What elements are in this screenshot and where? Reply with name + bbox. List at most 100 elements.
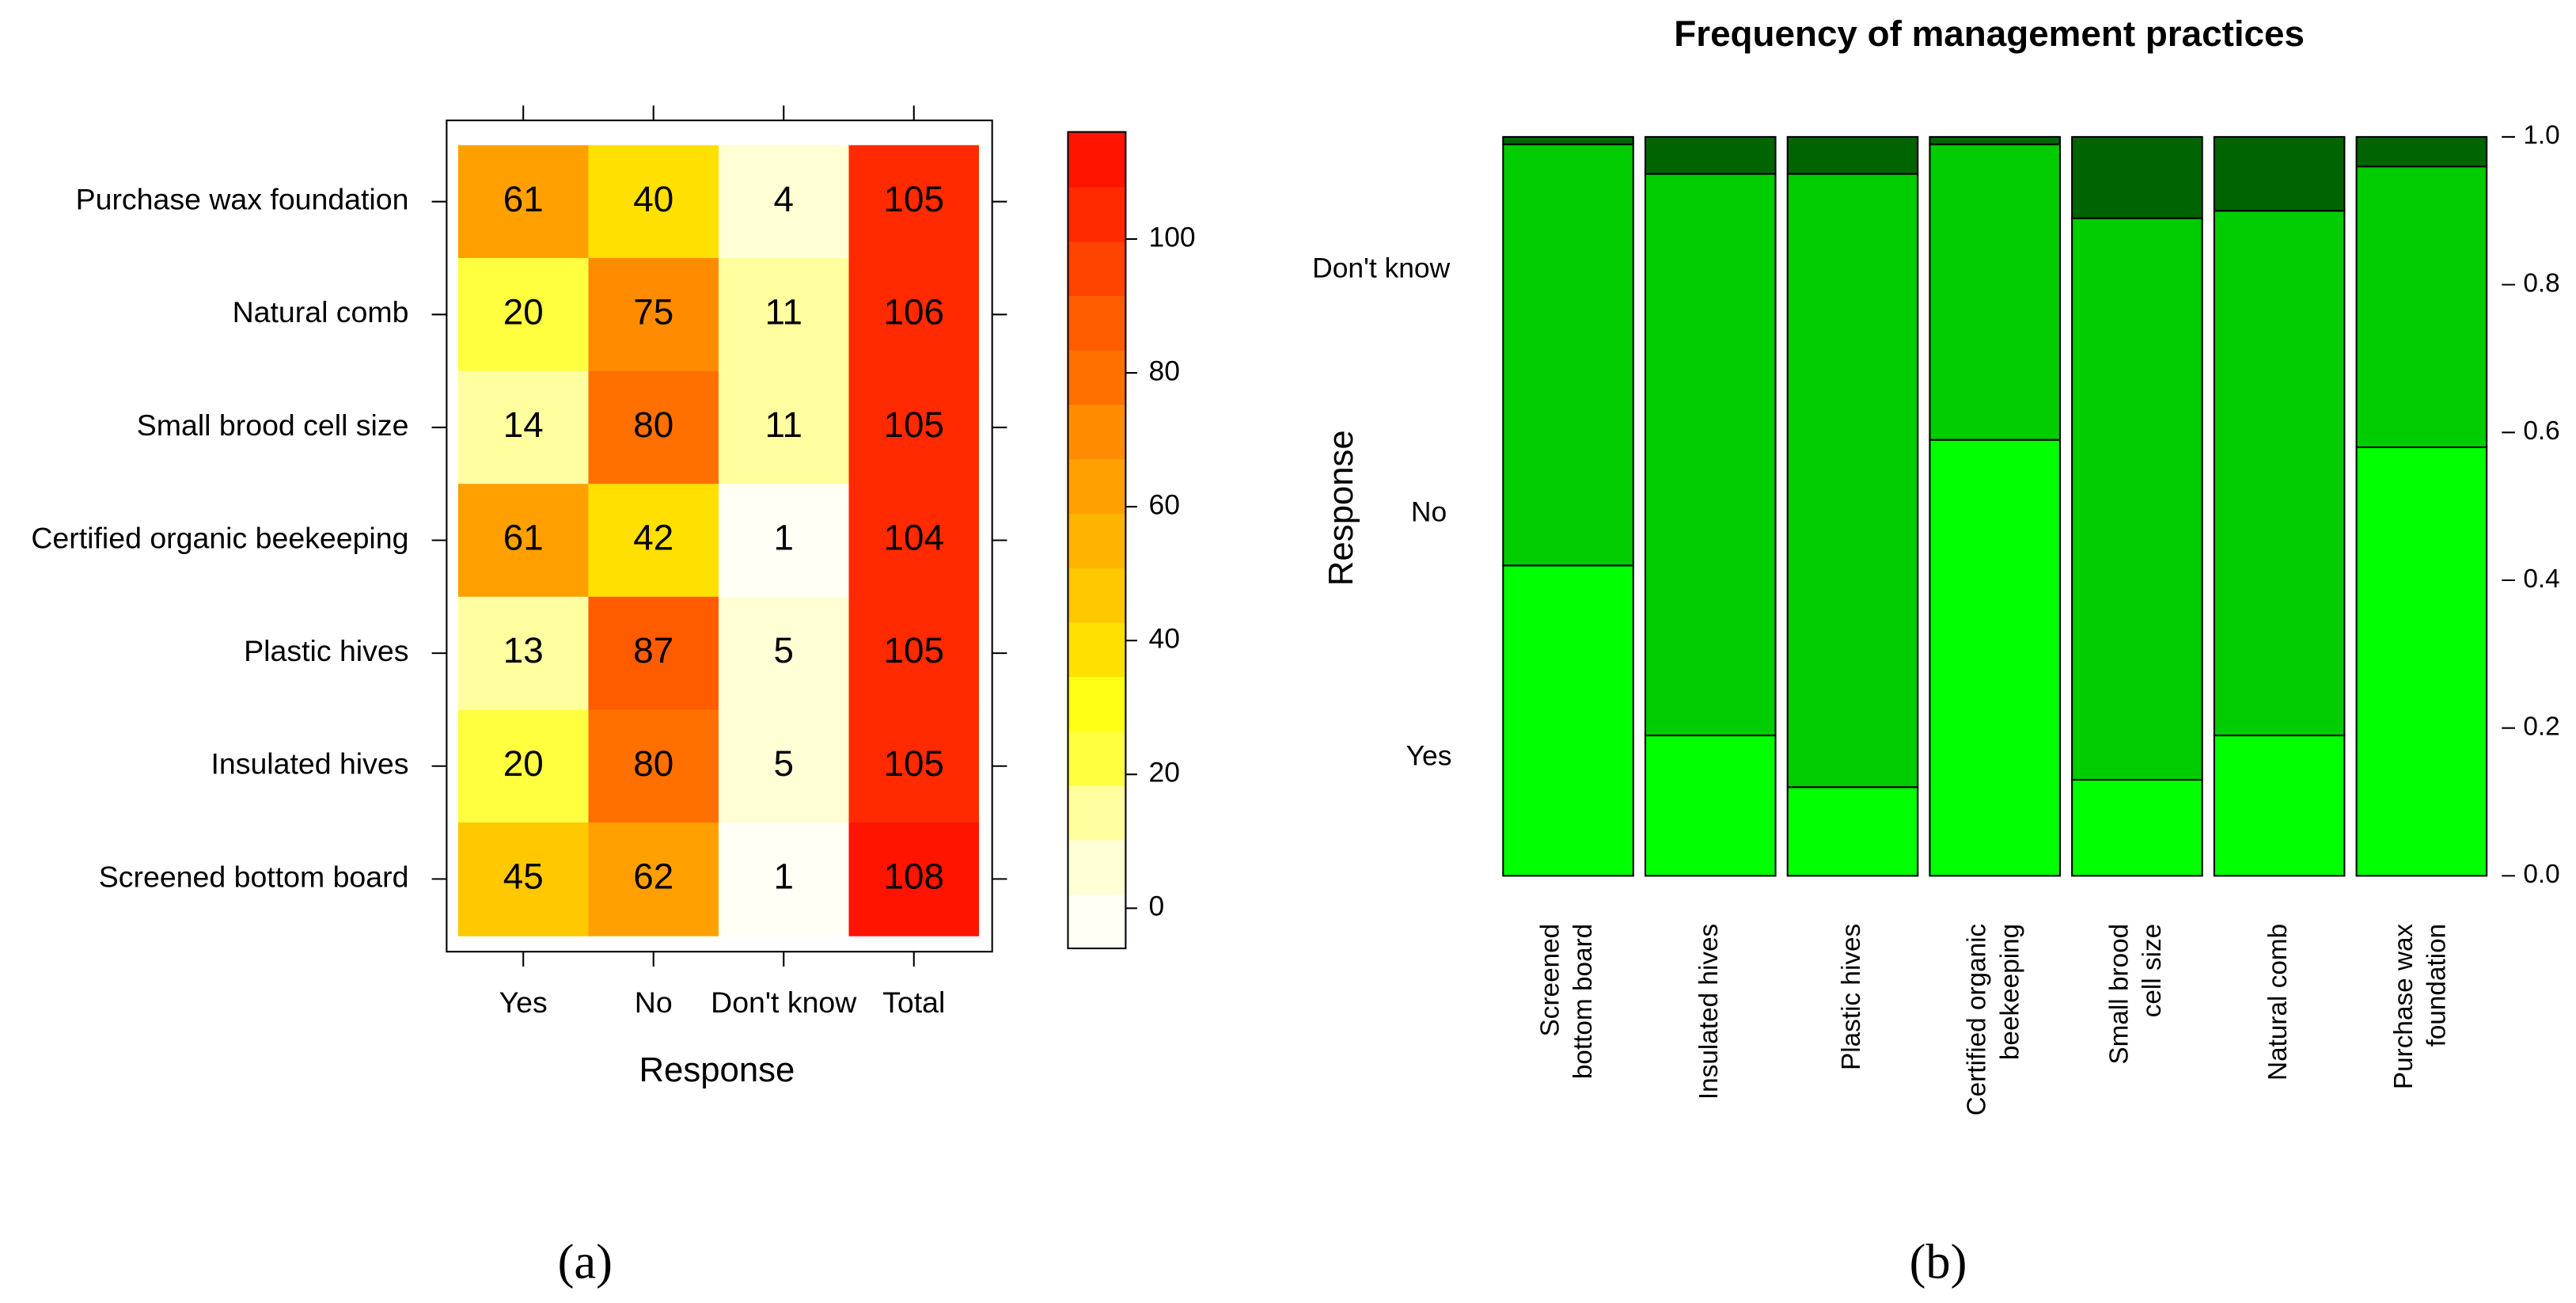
cell-label: 14 (503, 405, 544, 445)
panel-border (446, 120, 993, 953)
x-axis-title: Response (639, 1050, 795, 1089)
x-tick-label: Purchase wax (2389, 923, 2419, 1089)
cell (848, 484, 980, 598)
cell-label: 20 (503, 291, 544, 332)
bar-segment (2071, 778, 2203, 877)
cell-label: 105 (884, 179, 944, 219)
cell-label: 61 (503, 518, 544, 558)
cell-label: 5 (774, 630, 794, 670)
cell-label: 106 (884, 291, 944, 332)
colorbar-band (1068, 512, 1126, 568)
colorbar-tick-label: 60 (1149, 488, 1180, 520)
row-label: Plastic hives (244, 634, 408, 667)
colorbar-band (1068, 731, 1126, 786)
bar-segment (1786, 135, 1919, 175)
x-tick-label: beekeeping (1995, 924, 2024, 1060)
bar-segment (2213, 210, 2346, 737)
legend-label: No (1411, 496, 1447, 527)
x-tick-label: Insulated hives (1694, 924, 1724, 1100)
colorbar-band (1068, 349, 1126, 405)
colorbar-band (1068, 458, 1126, 515)
column-label: Don't know (711, 986, 857, 1019)
cell-label: 80 (633, 405, 673, 445)
row-label: Small brood cell size (137, 408, 409, 442)
cell-label: 80 (633, 743, 673, 784)
y-tick-label: 0.0 (2523, 860, 2559, 889)
cell (848, 709, 980, 824)
x-tick-label: cell size (2138, 924, 2167, 1018)
cell (848, 257, 980, 372)
cell-label: 108 (884, 856, 944, 896)
cell (718, 370, 849, 485)
bar-segment (2071, 217, 2203, 781)
y-tick-label: 0.2 (2523, 712, 2559, 741)
colorbar-tick-label: 80 (1149, 355, 1180, 386)
bar-segment (1929, 135, 2062, 146)
bar-segment (2355, 135, 2488, 168)
colorbar-band (1068, 186, 1126, 242)
cell (848, 596, 980, 711)
row-label: Certified organic beekeeping (31, 521, 408, 554)
row-label: Screened bottom board (99, 860, 409, 893)
cell (588, 709, 719, 824)
cell-label: 11 (764, 291, 802, 332)
colorbar-tick-label: 0 (1149, 891, 1165, 922)
bar-segment (1644, 734, 1777, 877)
column-label: Total (882, 986, 945, 1019)
bar-segment (2213, 734, 2346, 877)
cell (718, 257, 849, 372)
y-tick-label: 0.4 (2523, 564, 2559, 594)
x-tick-label: foundation (2422, 924, 2451, 1047)
bar-segment (1786, 173, 1919, 788)
bar-segment (1786, 786, 1919, 877)
y-tick-label: 0.6 (2523, 416, 2559, 446)
bar-segment (1644, 135, 1777, 175)
cell-label: 1 (774, 856, 794, 896)
colorbar-band (1068, 784, 1126, 841)
row-label: Insulated hives (211, 747, 408, 781)
cell (457, 822, 589, 936)
colorbar-band (1068, 839, 1126, 895)
x-tick-label: Screened (1536, 924, 1565, 1037)
cell-label: 11 (764, 405, 802, 445)
cell-label: 45 (503, 856, 544, 896)
cell (457, 257, 589, 372)
cell-label: 1 (774, 518, 794, 558)
legend-label: Yes (1406, 739, 1452, 771)
cell-label: 40 (633, 179, 673, 219)
y-tick-label: 1.0 (2523, 121, 2559, 150)
cell (457, 145, 589, 260)
cell-label: 62 (633, 856, 673, 896)
cell (588, 596, 719, 711)
bar-segment (2355, 165, 2488, 449)
bar-segment (1644, 173, 1777, 737)
cell-label: 75 (633, 291, 673, 332)
cell (718, 596, 849, 711)
bar-segment (1502, 564, 1634, 877)
column-label: No (635, 986, 673, 1019)
cell (718, 822, 849, 936)
chart-title: Frequency of management practices (1674, 13, 2305, 54)
cell-label: 20 (503, 743, 544, 784)
x-tick-label: Certified organic (1963, 924, 1992, 1116)
cell-label: 42 (633, 518, 673, 558)
cell (718, 484, 849, 598)
cell (588, 145, 719, 260)
y-axis-title: Response (1322, 430, 1360, 586)
colorbar-band (1068, 567, 1126, 623)
bar-segment (1502, 143, 1634, 567)
cell (588, 370, 719, 485)
row-label: Purchase wax foundation (76, 183, 409, 216)
bar-segment (2071, 135, 2203, 219)
cell-label: 105 (884, 743, 944, 784)
panel-label: (b) (1910, 1233, 1967, 1289)
bar-segment (1929, 439, 2062, 877)
cell-label: 87 (633, 630, 673, 670)
cell (457, 596, 589, 711)
colorbar-band (1068, 676, 1126, 732)
cell-label: 4 (774, 179, 794, 219)
cell (588, 822, 719, 936)
colorbar-band (1068, 894, 1126, 950)
cell-label: 13 (503, 630, 544, 670)
